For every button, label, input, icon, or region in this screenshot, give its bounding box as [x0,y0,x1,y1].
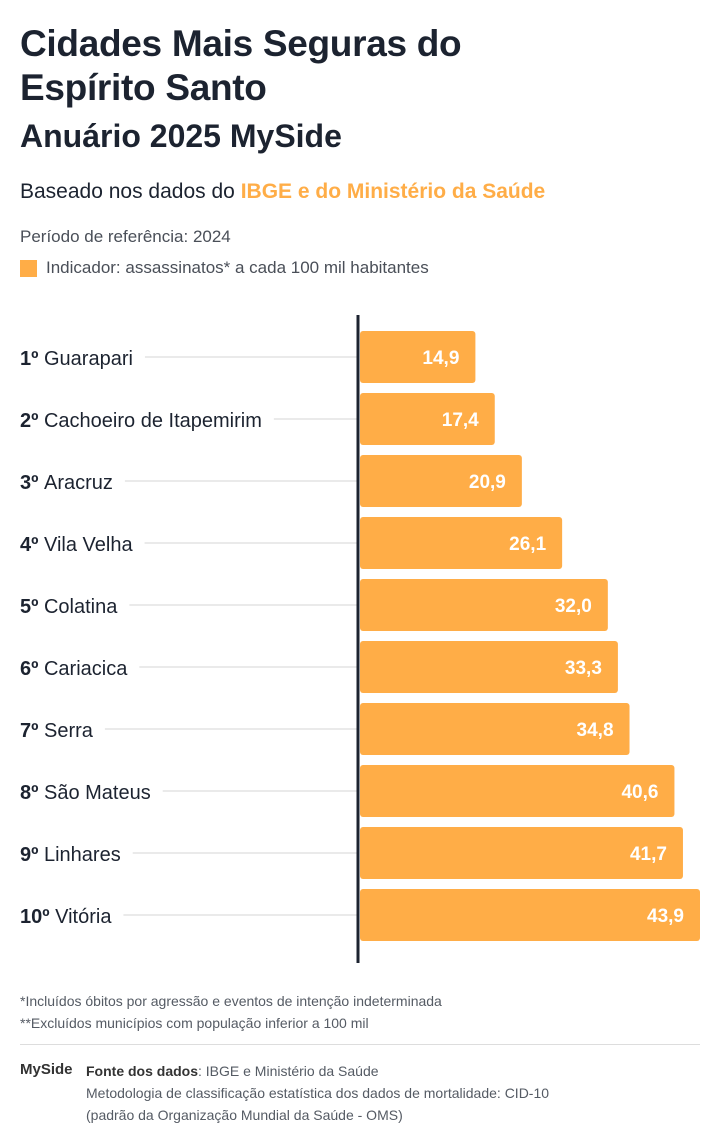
category-label: 2º Cachoeiro de Itapemirim [20,410,262,432]
category-label: 1º Guarapari [20,348,133,370]
source-prefix: Baseado nos dados do [20,180,241,203]
footnote: **Excluídos municípios com população inf… [20,1015,369,1031]
bar [360,889,700,941]
category-label: 5º Colatina [20,596,118,618]
bar [360,765,675,817]
footnote: *Incluídos óbitos por agressão e eventos… [20,993,442,1009]
methodology: (padrão da Organização Mundial da Saúde … [86,1107,403,1123]
category-label: 4º Vila Velha [20,534,133,556]
page-title: Cidades Mais Seguras do Espírito Santo [20,23,462,108]
data-label: 20,9 [469,472,506,493]
bar-chart: 1º Guarapari 14,9 2º Cachoeiro de Itapemir… [20,315,700,963]
footnotes: *Incluídos óbitos por agressão e eventos… [20,990,442,1034]
myside-logo: MySide [20,1061,73,1078]
data-label: 33,3 [565,658,602,679]
divider [20,1044,700,1045]
bar [360,331,476,383]
data-label: 14,9 [422,348,459,369]
data-label: 26,1 [509,534,546,555]
category-label: 10º Vitória [20,906,112,928]
bar [360,393,495,445]
legend-swatch [20,259,37,277]
category-label: 3º Aracruz [20,472,113,494]
legend-label: Indicador: assassinatos* a cada 100 mil … [46,258,429,277]
bar [360,455,522,507]
data-label: 34,8 [577,720,614,741]
data-label: 40,6 [621,782,658,803]
data-label: 43,9 [647,906,684,927]
source-value: : IBGE e Ministério da Saúde [198,1063,379,1079]
page-subtitle: Anuário 2025 MySide [20,118,342,154]
bar [360,579,608,631]
data-label: 41,7 [630,844,667,865]
bar [360,703,630,755]
bar [360,641,618,693]
legend: Indicador: assassinatos* a cada 100 mil … [20,258,429,278]
footer-source: Fonte dos dados: IBGE e Ministério da Sa… [86,1060,549,1126]
category-label: 8º São Mateus [20,782,151,804]
data-label: 17,4 [442,410,479,431]
source-highlight: IBGE e do Ministério da Saúde [240,180,546,203]
reference-period: Período de referência: 2024 [20,227,231,246]
methodology: Metodologia de classificação estatística… [86,1085,550,1101]
bar [360,827,683,879]
bar [360,517,563,569]
data-source-line: Baseado nos dados do IBGE e do Ministéri… [20,180,545,204]
category-label: 6º Cariacica [20,658,128,680]
source-label: Fonte dos dados [86,1063,198,1079]
category-label: 7º Serra [20,720,94,742]
data-label: 32,0 [555,596,592,617]
category-label: 9º Linhares [20,844,121,866]
